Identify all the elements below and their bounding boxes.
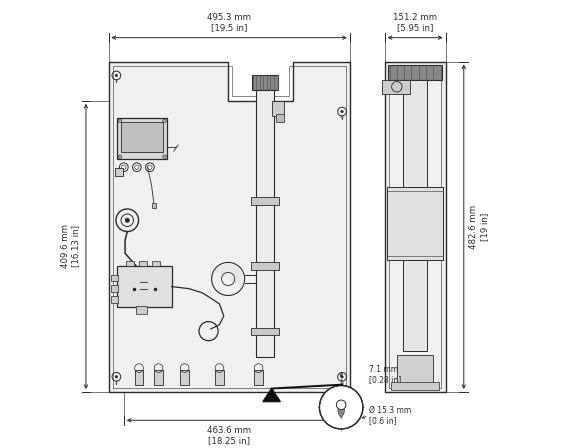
Bar <box>154 370 163 385</box>
Bar <box>126 261 134 266</box>
Bar <box>111 275 118 281</box>
Bar <box>403 80 427 351</box>
Text: 151.2 mm
[5.95 in]: 151.2 mm [5.95 in] <box>393 13 437 32</box>
Bar <box>252 75 278 90</box>
Polygon shape <box>263 388 280 401</box>
Bar <box>116 80 117 82</box>
Bar <box>383 80 410 94</box>
Text: 482.6 mm
[19 in]: 482.6 mm [19 in] <box>469 205 489 249</box>
Bar <box>111 297 118 303</box>
Bar <box>341 381 343 383</box>
Bar <box>254 370 263 385</box>
Text: 409.6 mm
[16.13 in]: 409.6 mm [16.13 in] <box>61 224 80 268</box>
Bar <box>139 261 147 266</box>
Bar <box>388 65 443 80</box>
Circle shape <box>341 110 343 113</box>
Bar <box>180 370 189 385</box>
Polygon shape <box>338 409 344 418</box>
Bar <box>251 197 279 205</box>
Circle shape <box>341 375 343 378</box>
Circle shape <box>118 155 122 159</box>
Circle shape <box>118 119 122 123</box>
Wedge shape <box>214 263 244 287</box>
Bar <box>135 370 143 385</box>
Bar <box>117 266 172 307</box>
Bar <box>111 285 118 292</box>
Polygon shape <box>109 61 350 392</box>
Bar <box>117 118 167 159</box>
Bar <box>276 114 284 122</box>
Circle shape <box>115 74 118 77</box>
Bar <box>387 187 443 260</box>
Text: 7.1 mm
[0.28 in]: 7.1 mm [0.28 in] <box>369 365 402 384</box>
Bar <box>115 168 123 176</box>
Circle shape <box>320 385 363 429</box>
Bar <box>341 116 343 118</box>
Bar <box>121 122 164 151</box>
Circle shape <box>163 155 166 159</box>
Text: Ø 15.3 mm
[0.6 in]: Ø 15.3 mm [0.6 in] <box>369 405 412 425</box>
Text: 463.6 mm
[18.25 in]: 463.6 mm [18.25 in] <box>207 426 251 445</box>
Bar <box>215 370 224 385</box>
Bar <box>391 382 439 390</box>
Circle shape <box>115 375 118 378</box>
Text: 495.3 mm
[19.5 in]: 495.3 mm [19.5 in] <box>208 13 251 32</box>
Bar <box>116 381 117 383</box>
Bar <box>152 261 160 266</box>
Circle shape <box>163 119 166 123</box>
Bar <box>384 61 446 392</box>
Bar <box>251 263 279 270</box>
Bar <box>251 327 279 336</box>
Bar <box>397 355 434 385</box>
Bar <box>151 203 156 208</box>
Bar <box>272 101 284 116</box>
Bar <box>257 90 274 357</box>
Bar <box>136 306 147 314</box>
Circle shape <box>125 218 129 223</box>
